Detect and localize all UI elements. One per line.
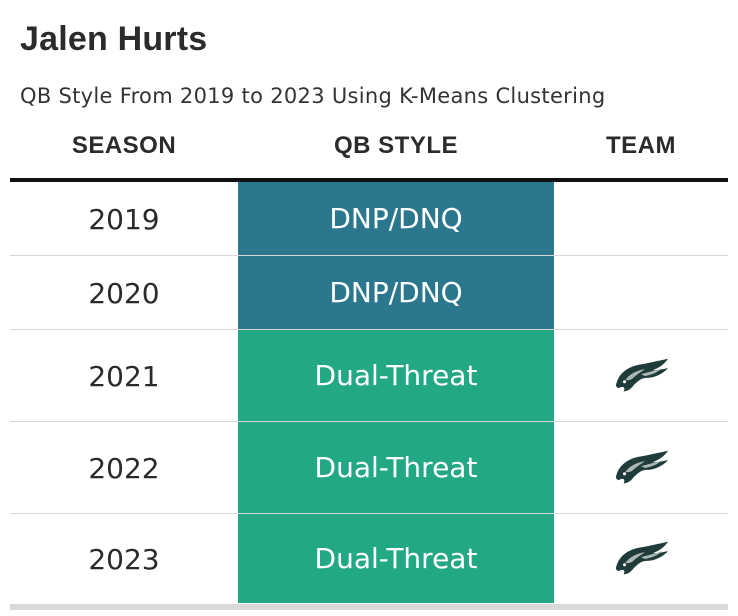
team-cell	[554, 330, 728, 422]
row-divider	[10, 329, 728, 330]
page-subtitle: QB Style From 2019 to 2023 Using K-Means…	[20, 84, 606, 108]
eagles-logo-icon	[615, 450, 669, 484]
season-cell: 2022	[88, 451, 160, 485]
team-cell	[554, 182, 728, 256]
season-cell: 2023	[88, 542, 160, 576]
qb-style-cell: DNP/DNQ	[238, 182, 554, 255]
eagles-logo-icon	[615, 541, 669, 575]
table-row: 2019 DNP/DNQ	[10, 182, 728, 256]
header-divider	[10, 178, 728, 182]
row-divider	[10, 421, 728, 422]
team-cell	[554, 422, 728, 514]
qb-style-cell: Dual-Threat	[238, 514, 554, 603]
header-qb-style: QB STYLE	[333, 132, 458, 159]
table-row: 2023 Dual-Threat	[10, 514, 728, 604]
qb-style-cell: Dual-Threat	[238, 422, 554, 513]
header-season: SEASON	[71, 132, 177, 159]
row-divider	[10, 513, 728, 514]
season-cell: 2020	[88, 276, 160, 310]
qb-style-cell: Dual-Threat	[238, 330, 554, 421]
qb-style-cell: DNP/DNQ	[238, 256, 554, 329]
page-title: Jalen Hurts	[20, 20, 208, 58]
header-team: TEAM	[606, 132, 676, 159]
team-cell	[554, 514, 728, 604]
eagles-logo-icon	[615, 358, 669, 392]
row-divider	[10, 255, 728, 256]
team-cell	[554, 256, 728, 330]
table-bottom-border	[10, 604, 728, 610]
table-row: 2020 DNP/DNQ	[10, 256, 728, 330]
table-row: 2021 Dual-Threat	[10, 330, 728, 422]
table-row: 2022 Dual-Threat	[10, 422, 728, 514]
season-cell: 2021	[88, 359, 160, 393]
season-cell: 2019	[88, 202, 160, 236]
